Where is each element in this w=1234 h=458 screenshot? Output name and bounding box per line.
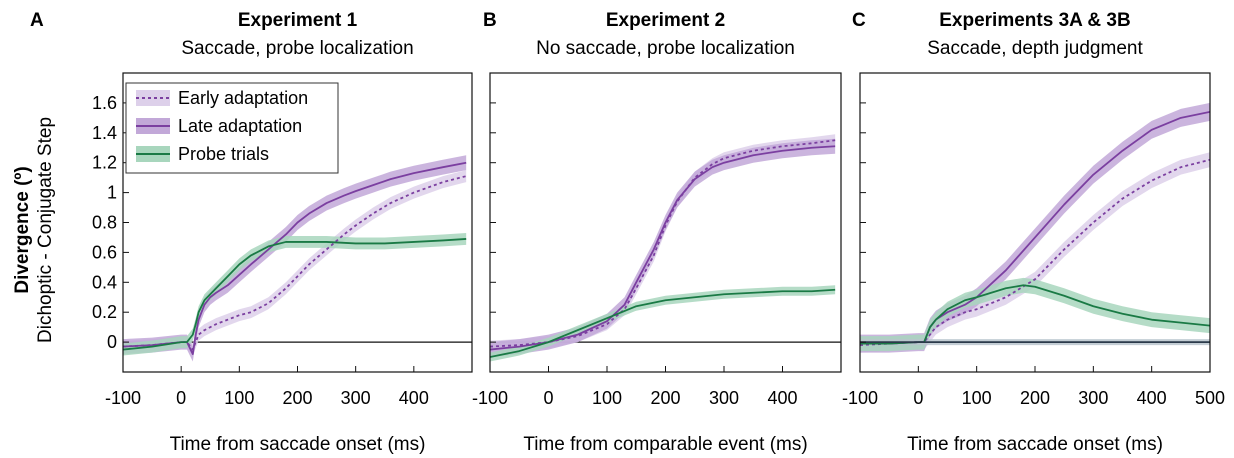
y-tick-label: 0.4 — [92, 272, 117, 292]
x-tick-label: -100 — [842, 388, 878, 408]
x-tick-label: 300 — [709, 388, 739, 408]
x-tick-label: 0 — [543, 388, 553, 408]
y-tick-label: 0.8 — [92, 213, 117, 233]
series-line — [123, 238, 467, 351]
x-tick-label: 200 — [1020, 388, 1050, 408]
x-tick-label: 100 — [962, 388, 992, 408]
x-tick-label: -100 — [105, 388, 141, 408]
x-axis-label: Time from saccade onset (ms) — [907, 434, 1163, 455]
y-tick-label: 0.2 — [92, 302, 117, 322]
legend-label-late: Late adaptation — [178, 116, 302, 136]
x-axis-label: Time from saccade onset (ms) — [170, 434, 426, 455]
legend-label-early: Early adaptation — [178, 88, 308, 108]
y-tick-label: 0 — [107, 332, 117, 352]
series-band — [123, 170, 467, 356]
y-axis-label-bold: Divergence (º) — [12, 166, 33, 293]
x-tick-label: 0 — [913, 388, 923, 408]
series-line — [123, 175, 467, 351]
plot-area — [490, 134, 841, 362]
x-tick-label: 500 — [1195, 388, 1225, 408]
legend-swatch-early-band — [136, 90, 170, 106]
x-tick-label: -100 — [472, 388, 508, 408]
series-line — [123, 161, 467, 355]
panel-letter: B — [483, 10, 497, 31]
y-tick-label: 1.6 — [92, 93, 117, 113]
panel-title: Experiment 1 — [238, 10, 358, 31]
panel-c: C Experiments 3A & 3B Saccade, depth judgm… — [842, 10, 1225, 455]
legend-label-probe: Probe trials — [178, 144, 269, 164]
series-line — [490, 139, 836, 348]
x-tick-label: 400 — [399, 388, 429, 408]
series-line — [490, 145, 836, 351]
x-tick-label: 200 — [282, 388, 312, 408]
y-axis-label: Dichoptic - Conjugate Step — [35, 117, 56, 343]
x-tick-label: 300 — [341, 388, 371, 408]
series-line — [490, 288, 836, 358]
series-band — [490, 134, 836, 353]
panel-subtitle: Saccade, depth judgment — [927, 38, 1143, 59]
y-tick-label: 0.6 — [92, 242, 117, 262]
panel-b: B Experiment 2 No saccade, probe localizat… — [472, 10, 842, 455]
x-tick-label: 300 — [1078, 388, 1108, 408]
x-tick-label: 0 — [176, 388, 186, 408]
panel-subtitle: No saccade, probe localization — [536, 38, 795, 59]
series-line — [860, 110, 1210, 345]
series-band — [860, 102, 1210, 353]
legend: Early adaptation Late adaptation Probe t… — [125, 82, 339, 174]
series-band — [123, 155, 467, 362]
series-band — [490, 138, 836, 358]
y-tick-label: 1 — [107, 183, 117, 203]
y-tick-label: 1.4 — [92, 123, 117, 143]
panel-title: Experiments 3A & 3B — [939, 10, 1130, 31]
x-tick-label: 200 — [650, 388, 680, 408]
x-tick-label: 400 — [1137, 388, 1167, 408]
panel-subtitle: Saccade, probe localization — [181, 38, 413, 59]
plot-area — [123, 155, 472, 362]
panel-title: Experiment 2 — [606, 10, 725, 31]
series-band — [123, 232, 467, 356]
panel-a: A Experiment 1 Saccade, probe localization… — [30, 10, 473, 455]
panel-letter: A — [30, 10, 44, 31]
x-axis-label: Time from comparable event (ms) — [523, 434, 807, 455]
panel-letter: C — [852, 10, 866, 31]
series-band — [860, 152, 1210, 353]
x-tick-label: 100 — [592, 388, 622, 408]
plot-area — [860, 102, 1210, 353]
y-tick-label: 1.2 — [92, 153, 117, 173]
x-tick-label: 400 — [767, 388, 797, 408]
x-tick-label: 100 — [224, 388, 254, 408]
